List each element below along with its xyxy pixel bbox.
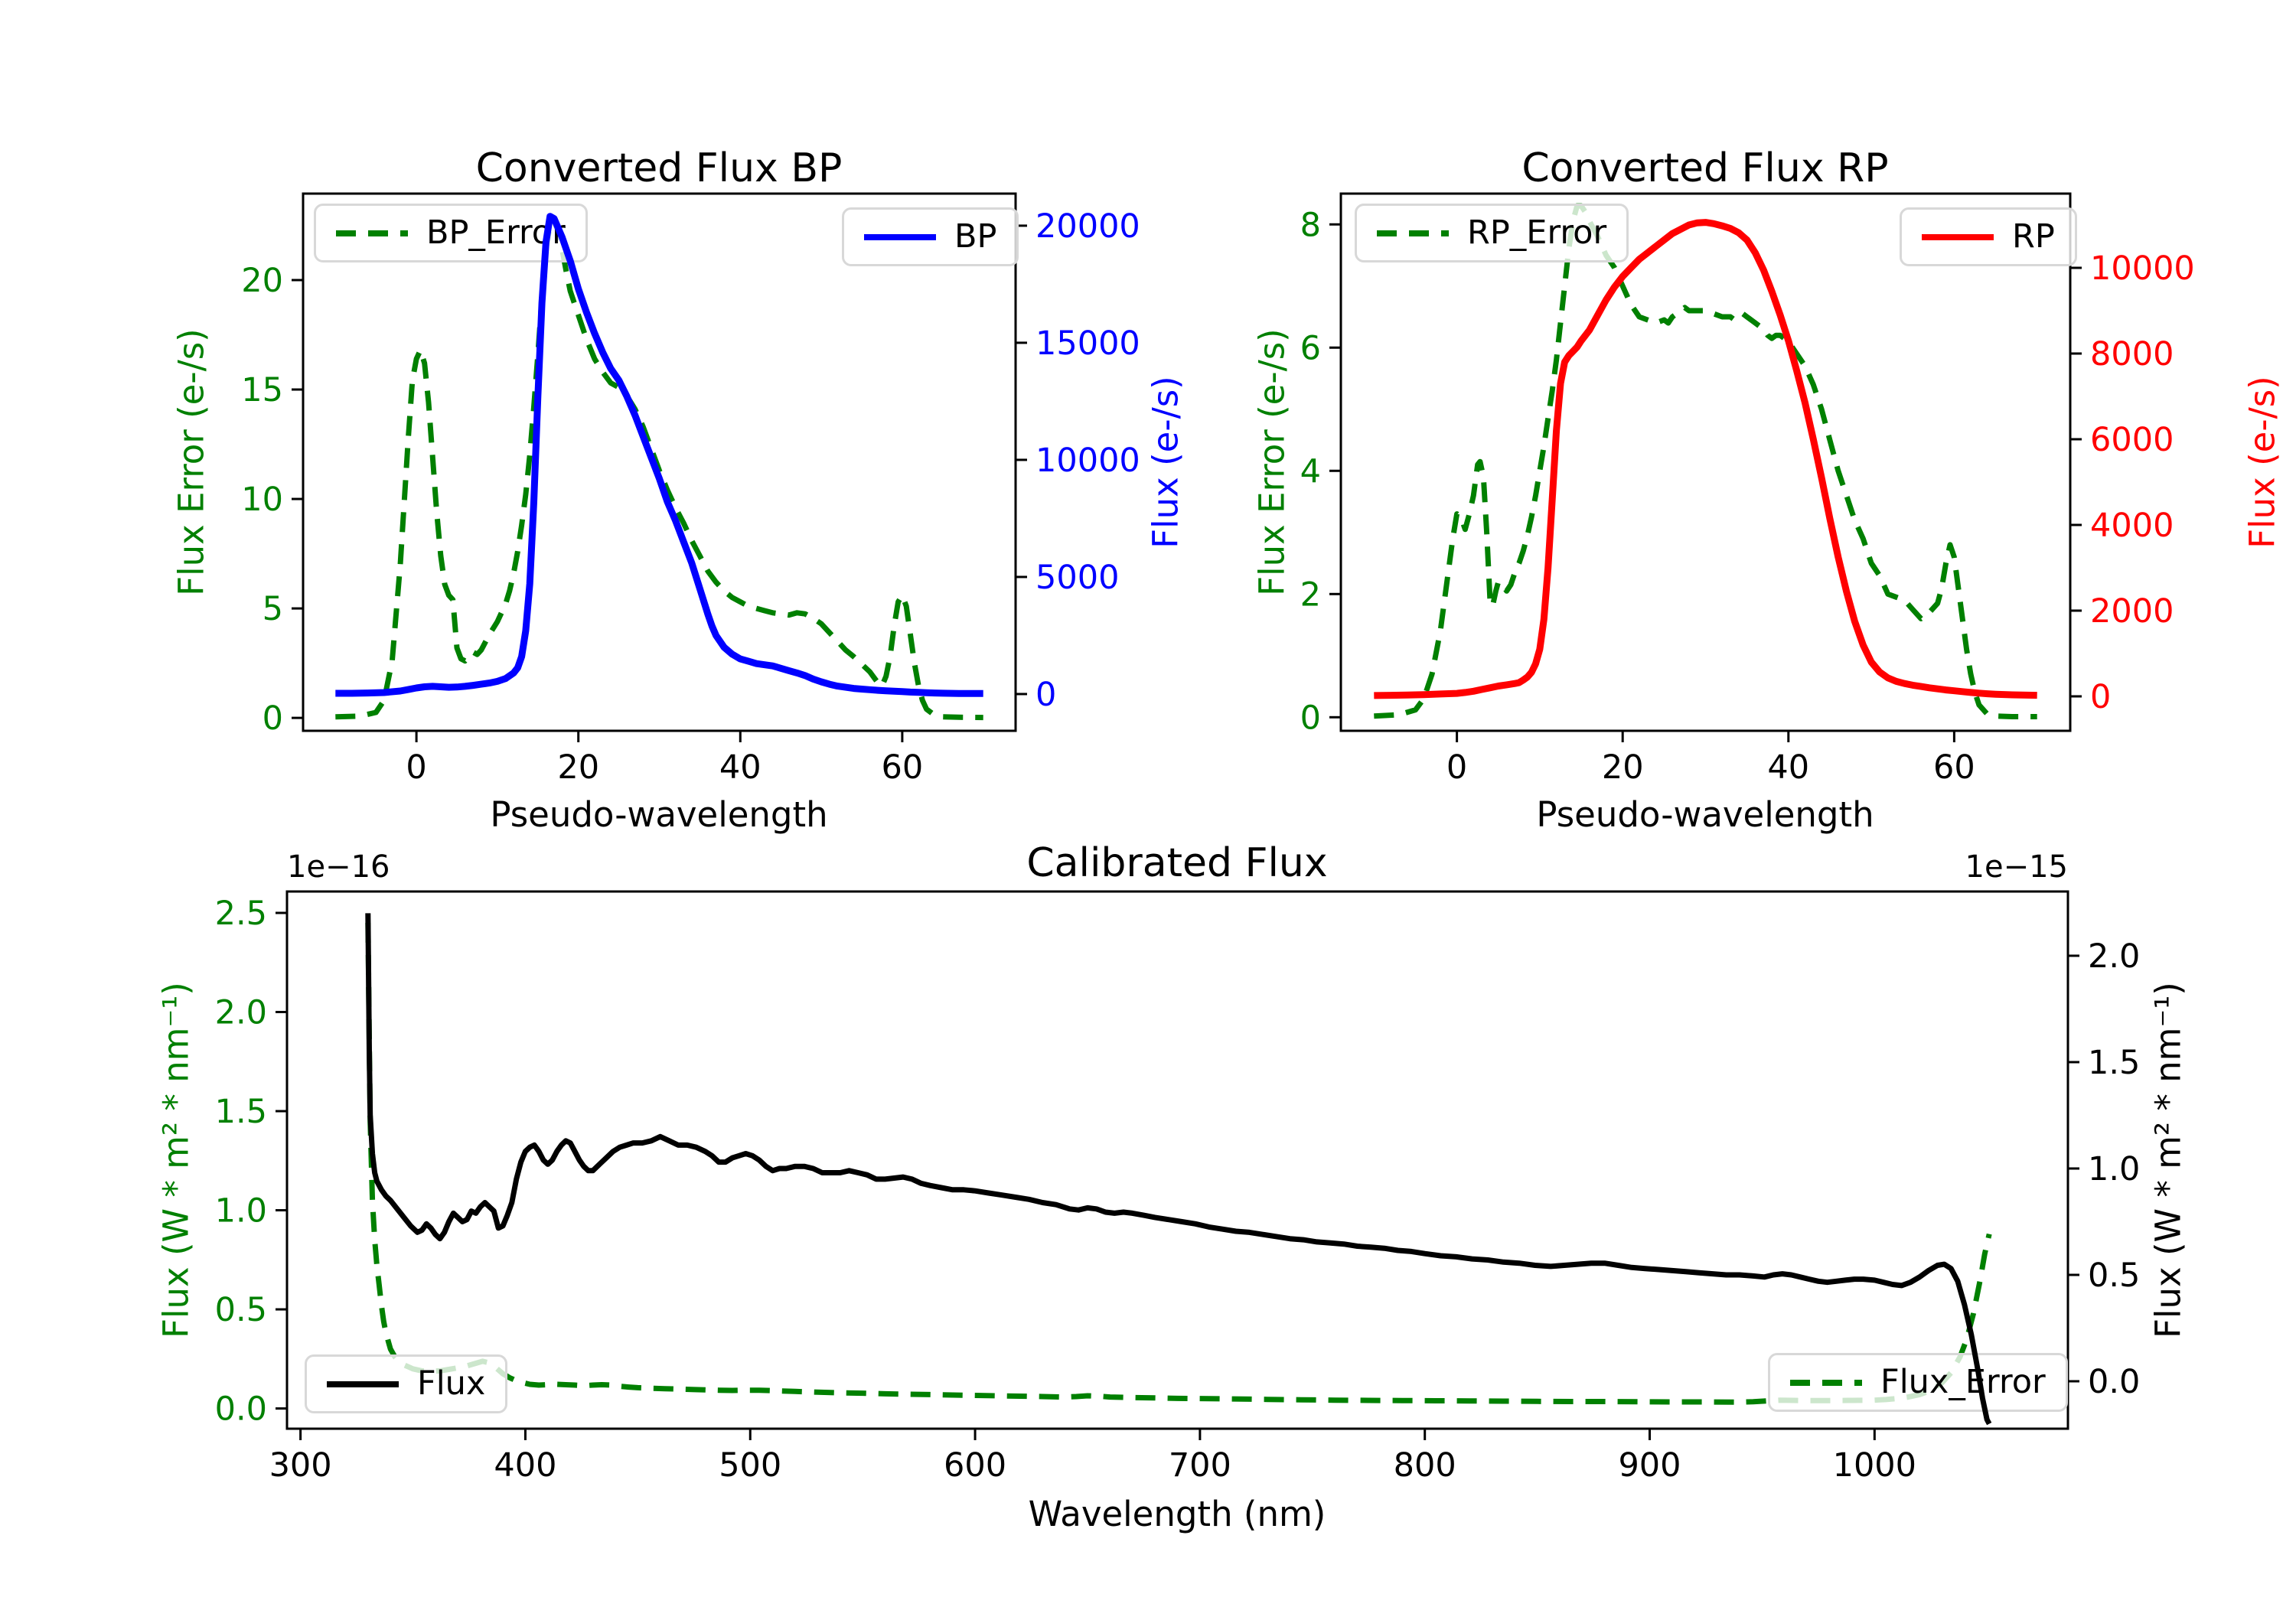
legend-label-rp: RP [2012, 217, 2055, 256]
axes-frame [285, 890, 2069, 1430]
x-tick-label: 400 [494, 1446, 556, 1485]
x-tick-label: 20 [1602, 748, 1644, 787]
legend-label-bp: BP [954, 217, 997, 256]
right-tick-label: 15000 [1035, 324, 1140, 363]
right-tick-label: 20000 [1035, 207, 1140, 246]
right-tick-label: 2.0 [2088, 937, 2140, 976]
y-axis-label-bp-error: Flux Error (e-/s) [171, 328, 212, 596]
x-tick-label: 300 [269, 1446, 332, 1485]
right-tick-label: 0.5 [2088, 1257, 2140, 1295]
right-tick-label: 1.5 [2088, 1044, 2140, 1082]
left-tick-label: 2.0 [215, 993, 267, 1032]
right-tick-label: 0 [1035, 676, 1056, 714]
left-tick-label: 1.0 [215, 1192, 267, 1231]
x-tick-label: 60 [1933, 748, 1975, 787]
left-tick-label: 2.5 [215, 895, 267, 933]
y-axis-label-rp-error: Flux Error (e-/s) [1251, 328, 1293, 596]
x-tick-label: 700 [1169, 1446, 1231, 1485]
left-tick-label: 0 [263, 699, 283, 738]
left-tick-label: 0 [1300, 699, 1321, 737]
left-tick-label: 15 [241, 371, 283, 409]
right-tick-label: 10000 [2090, 249, 2195, 288]
series-bp-curve [335, 213, 983, 697]
left-tick-label: 6 [1300, 329, 1321, 367]
y-axis-label-rp-flux: Flux (e-/s) [2242, 376, 2283, 549]
x-tick-label: 40 [719, 748, 762, 787]
x-axis-label-bp: Pseudo-wavelength [490, 794, 828, 835]
left-tick-label: 0.0 [215, 1390, 267, 1429]
x-axis-label-rp: Pseudo-wavelength [1536, 794, 1874, 835]
legend-rp-error: RP_Error [1355, 204, 1629, 262]
series-rp-curve [1374, 219, 2037, 699]
legend-label-bp-error: BP_Error [426, 214, 566, 252]
right-tick-label: 6000 [2090, 421, 2174, 459]
x-tick-label: 900 [1618, 1446, 1681, 1485]
right-tick-label: 8000 [2090, 335, 2174, 373]
rp-error-dashed-line-sample [1377, 230, 1449, 236]
left-tick-label: 5 [263, 590, 283, 628]
x-tick-label: 0 [406, 748, 426, 787]
legend-label-flux: Flux [417, 1364, 486, 1403]
chart-title-rp: Converted Flux RP [1521, 145, 1889, 191]
flux-solid-line-sample [327, 1380, 399, 1387]
x-axis-label-wavelength: Wavelength (nm) [1028, 1494, 1326, 1534]
right-tick-label: 2000 [2090, 592, 2174, 631]
left-tick-label: 8 [1300, 206, 1321, 244]
legend-bp: BP [842, 207, 1019, 266]
right-axis-offset-text: 1e−15 [1965, 849, 2068, 885]
right-tick-label: 1.0 [2088, 1150, 2140, 1188]
rp-solid-line-sample [1922, 233, 1994, 240]
legend-flux-error: Flux_Error [1768, 1353, 2068, 1412]
legend-flux: Flux [305, 1354, 508, 1413]
flux-error-dashed-line-sample [1790, 1379, 1862, 1386]
legend-label-flux-error: Flux_Error [1880, 1363, 2046, 1401]
right-tick-label: 10000 [1035, 442, 1140, 480]
y-axis-label-flux-left: Flux (W * m² * nm⁻¹) [155, 982, 197, 1338]
left-axis-offset-text: 1e−16 [287, 849, 390, 885]
y-axis-label-bp-flux: Flux (e-/s) [1145, 376, 1186, 549]
left-tick-label: 20 [241, 262, 283, 300]
axes-frame [1339, 192, 2072, 732]
left-tick-label: 10 [241, 481, 283, 519]
left-tick-label: 4 [1300, 452, 1321, 491]
right-tick-label: 0.0 [2088, 1363, 2140, 1401]
right-tick-label: 5000 [1035, 559, 1119, 597]
chart-title-calibrated: Calibrated Flux [1026, 840, 1328, 886]
x-tick-label: 0 [1446, 748, 1467, 787]
left-tick-label: 0.5 [215, 1291, 267, 1329]
y-axis-label-flux-right: Flux (W * m² * nm⁻¹) [2148, 982, 2189, 1338]
x-tick-label: 600 [944, 1446, 1006, 1485]
series-flux-curve [365, 913, 1992, 1426]
x-tick-label: 40 [1767, 748, 1809, 787]
x-tick-label: 800 [1394, 1446, 1456, 1485]
x-tick-label: 60 [882, 748, 924, 787]
right-tick-label: 4000 [2090, 507, 2174, 545]
bp-error-dashed-line-sample [336, 230, 408, 236]
chart-title-bp: Converted Flux BP [475, 145, 843, 191]
left-tick-label: 2 [1300, 575, 1321, 614]
series-rp-error-curve [1374, 203, 2037, 719]
x-tick-label: 1000 [1833, 1446, 1916, 1485]
legend-label-rp-error: RP_Error [1467, 214, 1607, 252]
left-tick-label: 1.5 [215, 1093, 267, 1131]
axes-frame [302, 192, 1017, 732]
x-tick-label: 20 [557, 748, 599, 787]
legend-rp: RP [1900, 207, 2077, 266]
right-tick-label: 0 [2090, 678, 2111, 716]
bp-solid-line-sample [864, 233, 936, 240]
series-bp-error-curve [335, 218, 983, 721]
x-tick-label: 500 [719, 1446, 781, 1485]
